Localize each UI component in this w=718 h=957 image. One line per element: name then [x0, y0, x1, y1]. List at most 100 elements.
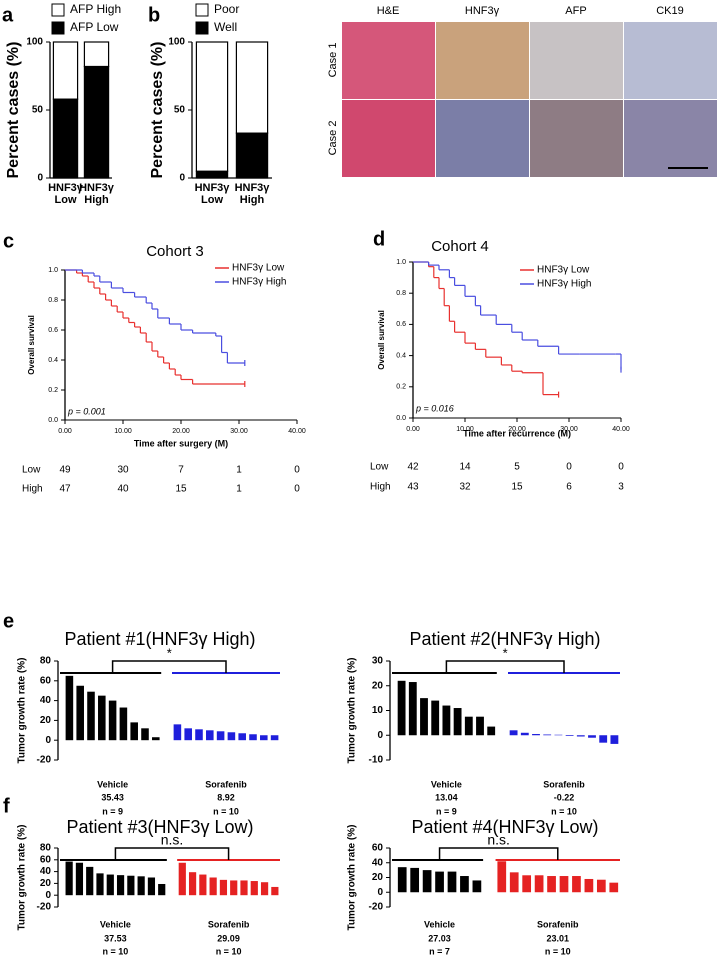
risk-count: 5: [514, 462, 520, 473]
y-axis-label: Tumor growth rate (%): [347, 658, 358, 764]
y-tick-label: 50: [174, 105, 186, 116]
group-name: Sorafenib: [205, 779, 247, 789]
row-label: Case 2: [327, 121, 339, 156]
y-axis-label: Tumor growth rate (%): [17, 825, 28, 931]
risk-count: 15: [175, 484, 187, 495]
chart-title: Patient #2(HNF3γ High): [409, 629, 600, 649]
y-axis-label: Overall survival: [377, 310, 386, 370]
x-tick-label: 20.00: [172, 428, 190, 435]
bar: [460, 876, 469, 893]
group-n: n = 7: [429, 946, 450, 956]
bar: [141, 728, 149, 741]
image-ck19-1: [624, 22, 717, 99]
column-header: H&E: [377, 5, 400, 17]
y-tick-label: 80: [40, 656, 52, 667]
chart-title: Cohort 3: [146, 243, 204, 260]
y-tick-label: 20: [372, 680, 384, 691]
bar: [270, 735, 279, 741]
bar: [230, 880, 238, 896]
column-header: CK19: [656, 5, 684, 17]
risk-count: 40: [117, 484, 129, 495]
x-tick-label: 10.00: [114, 428, 132, 435]
bar: [559, 876, 569, 893]
legend-label: Poor: [214, 2, 239, 16]
risk-row-name: High: [370, 482, 391, 493]
x-axis-label: Time after recurrence (M): [463, 428, 571, 438]
group-n: n = 10: [216, 946, 242, 956]
bar: [147, 877, 156, 896]
bar: [86, 866, 94, 896]
image-he-2: [342, 100, 435, 177]
bar: [195, 729, 203, 741]
bar: [576, 735, 585, 737]
risk-count: 7: [178, 465, 184, 476]
bar: [431, 700, 440, 736]
group-mean: 8.92: [217, 792, 235, 802]
risk-count: 14: [459, 462, 471, 473]
bar: [216, 731, 225, 741]
p-value: p = 0.016: [415, 403, 454, 413]
y-axis-label: Percent cases (%): [149, 42, 166, 179]
group-mean: 13.04: [435, 792, 458, 802]
bar-segment: [195, 41, 229, 172]
row-label: Case 1: [327, 43, 339, 78]
bar: [209, 877, 217, 896]
bar: [410, 867, 420, 893]
group-n: n = 10: [213, 806, 239, 816]
x-axis-label: Time after surgery (M): [134, 438, 228, 448]
bar: [565, 735, 574, 736]
bar: [420, 698, 428, 736]
y-tick-label: 0.4: [48, 357, 58, 364]
bar-segment: [83, 41, 110, 68]
chart-title: Patient #3(HNF3γ Low): [66, 817, 253, 837]
bar: [532, 734, 540, 736]
y-tick-label: 0.0: [396, 415, 406, 422]
bar: [588, 735, 596, 738]
histology-images: [342, 22, 717, 177]
significance-label: *: [503, 645, 508, 660]
group-mean: 29.09: [217, 933, 240, 943]
bar: [238, 733, 246, 741]
significance-bracket: [111, 660, 227, 673]
bar: [408, 682, 417, 736]
bar-segment: [83, 65, 110, 179]
y-tick-label: 40: [40, 695, 52, 706]
risk-row-name: High: [22, 484, 43, 495]
y-tick-label: 100: [168, 37, 185, 48]
bar: [106, 874, 114, 896]
bar: [522, 875, 532, 893]
group-n: n = 10: [545, 946, 571, 956]
legend-swatch: [51, 21, 65, 35]
y-tick-label: 60: [40, 854, 52, 865]
panel-letter: a: [2, 4, 14, 26]
bar: [599, 735, 608, 743]
group-name: Vehicle: [100, 919, 131, 929]
bar: [199, 874, 207, 896]
bar: [487, 726, 496, 736]
y-tick-label: 0.2: [396, 384, 406, 391]
image-he-1: [342, 22, 435, 99]
image-ck19-2: [624, 100, 717, 177]
bar: [572, 876, 581, 893]
y-tick-label: 40: [40, 866, 52, 877]
bar-segment: [235, 41, 269, 134]
risk-row-name: Low: [370, 462, 389, 473]
legend-label: AFP High: [70, 2, 121, 16]
legend-label: HNF3γ High: [232, 277, 286, 288]
group-name: Vehicle: [97, 779, 128, 789]
bar: [188, 872, 197, 896]
bar: [75, 862, 84, 896]
risk-count: 3: [618, 482, 624, 493]
significance-bracket: [445, 660, 565, 673]
significance-label: *: [167, 645, 172, 660]
legend-swatch: [195, 3, 209, 17]
bar: [184, 728, 192, 741]
bar: [509, 730, 518, 736]
y-tick-label: 0.8: [48, 297, 58, 304]
risk-count: 0: [566, 462, 572, 473]
bar: [249, 734, 257, 741]
chart-title: Cohort 4: [431, 238, 489, 255]
significance-label: n.s.: [161, 832, 184, 848]
image-afp-1: [530, 22, 623, 99]
